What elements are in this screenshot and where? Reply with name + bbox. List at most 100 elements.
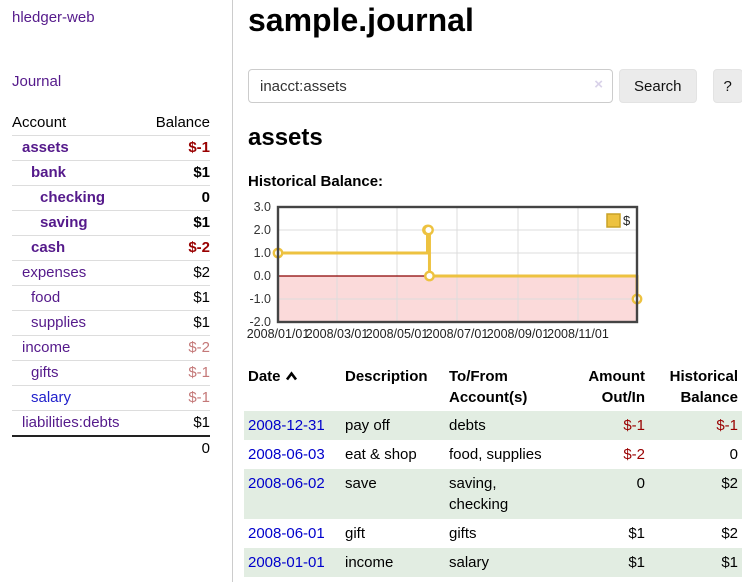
journal-link[interactable]: Journal xyxy=(12,73,62,90)
tofrom-accounts-cell: gifts xyxy=(449,525,477,543)
account-column-header: Account xyxy=(12,114,67,131)
amount-cell: $1 xyxy=(557,547,649,577)
date-cell: 2008-06-01 xyxy=(244,519,341,548)
svg-text:-1.0: -1.0 xyxy=(249,292,271,306)
account-balance: $-2 xyxy=(143,235,210,261)
account-cell: income xyxy=(12,335,144,361)
account-balance: $1 xyxy=(143,410,210,436)
historical-balance-cell: $2 xyxy=(721,525,738,543)
legend-label: $ xyxy=(623,213,631,228)
accounts-total-value: 0 xyxy=(143,435,210,461)
account-balance: $-1 xyxy=(143,360,210,386)
transaction-row: 2008-12-31 pay off debts $-1 $-1 xyxy=(244,411,742,440)
transaction-date-link[interactable]: 2008-12-31 xyxy=(248,417,325,435)
account-balance: $1 xyxy=(143,310,210,336)
account-balance: $1 xyxy=(143,210,210,236)
historical-balance-cell: $-1 xyxy=(649,411,742,440)
account-link[interactable]: saving xyxy=(40,214,88,231)
account-row: assets $-1 xyxy=(12,135,210,161)
account-link[interactable]: cash xyxy=(31,239,66,256)
svg-text:2008/03/01: 2008/03/01 xyxy=(306,327,369,341)
transaction-date-link[interactable]: 2008-06-01 xyxy=(248,525,325,543)
account-link[interactable]: liabilities:debts xyxy=(22,414,120,431)
account-cell: food xyxy=(12,285,144,311)
clear-search-icon[interactable]: × xyxy=(594,76,603,94)
account-link[interactable]: income xyxy=(22,339,71,356)
historical-balance-cell: 0 xyxy=(729,445,738,463)
account-cell: liabilities:debts xyxy=(12,410,144,436)
account-cell: salary xyxy=(12,385,144,411)
account-link[interactable]: salary xyxy=(31,389,72,406)
description-cell: save xyxy=(341,468,445,520)
tofrom-accounts-cell: food, supplies xyxy=(449,445,542,463)
amount-cell: $1 xyxy=(628,525,645,543)
account-link[interactable]: gifts xyxy=(31,364,59,381)
search-button[interactable]: Search xyxy=(619,69,697,104)
date-cell: 2008-01-01 xyxy=(244,547,341,577)
tofrom-accounts-cell: saving, checking xyxy=(445,468,557,520)
account-cell: supplies xyxy=(12,310,144,336)
accounts-total-spacer xyxy=(12,435,144,461)
account-link[interactable]: supplies xyxy=(31,314,87,331)
account-link[interactable]: checking xyxy=(40,189,106,206)
accounts-total-row: 0 xyxy=(12,435,210,461)
svg-text:2008/09/01: 2008/09/01 xyxy=(487,327,550,341)
account-cell: checking xyxy=(12,185,144,211)
account-cell: bank xyxy=(12,160,144,186)
chart-svg: $3.0 2.0 1.0 0.0 -1.0 -2.02008/01/012008/03/0… xyxy=(247,200,643,341)
account-row: checking 0 xyxy=(12,185,210,211)
account-balance: $1 xyxy=(143,160,210,186)
svg-text:3.0: 3.0 xyxy=(254,200,271,214)
page-title: sample.journal xyxy=(248,2,474,38)
svg-text:1.0: 1.0 xyxy=(254,246,271,260)
main-content: sample.journal × Search ? assets Histori… xyxy=(244,0,742,582)
account-link[interactable]: bank xyxy=(31,164,67,181)
register-column-header: To/From Account(s) xyxy=(445,364,557,412)
account-row: liabilities:debts $1 xyxy=(12,410,210,436)
account-balance: $-1 xyxy=(143,385,210,411)
register-column-label: To/From Account(s) xyxy=(449,367,528,407)
historical-balance-cell: $1 xyxy=(649,547,742,577)
svg-text:2008/01/01: 2008/01/01 xyxy=(247,327,310,341)
account-cell: cash xyxy=(12,235,144,261)
svg-text:0.0: 0.0 xyxy=(254,269,271,283)
transaction-date-link[interactable]: 2008-06-02 xyxy=(248,474,325,492)
search-input[interactable] xyxy=(248,69,613,104)
account-row: supplies $1 xyxy=(12,310,210,336)
register-column-header: Historical Balance xyxy=(649,364,742,412)
account-row: salary $-1 xyxy=(12,385,210,411)
transaction-row: 2008-06-01 gift gifts $1 $2 xyxy=(244,519,742,548)
svg-text:2008/11/01: 2008/11/01 xyxy=(547,327,609,341)
account-link[interactable]: food xyxy=(31,289,61,306)
date-cell: 2008-12-31 xyxy=(244,411,341,440)
help-button[interactable]: ? xyxy=(712,69,742,104)
account-balance: $1 xyxy=(143,285,210,311)
sidebar: hledger-web Journal Account Balance asse… xyxy=(0,0,233,582)
account-cell: expenses xyxy=(12,260,144,286)
account-row: saving $1 xyxy=(12,210,210,236)
register-column-header[interactable]: Date xyxy=(244,364,341,412)
accounts-table: Account Balance assets $-1 bank $1 checking 0… xyxy=(12,111,210,461)
app-title: hledger-web xyxy=(12,9,224,26)
transaction-date-link[interactable]: 2008-06-03 xyxy=(248,445,325,463)
account-link[interactable]: expenses xyxy=(22,264,87,281)
accounts-table-body: assets $-1 bank $1 checking 0 saving $1 cash $-2 e… xyxy=(12,135,210,436)
account-balance: $2 xyxy=(143,260,210,286)
description-cell: eat & shop xyxy=(345,445,417,463)
transaction-row: 2008-01-01 income salary $1 $1 xyxy=(244,547,742,577)
register-column-label: Amount Out/In xyxy=(588,367,645,407)
amount-cell: $-1 xyxy=(557,411,649,440)
account-link[interactable]: assets xyxy=(22,139,69,156)
balance-column-header: Balance xyxy=(155,114,210,131)
app-title-link[interactable]: hledger-web xyxy=(12,9,95,26)
account-balance: $-1 xyxy=(143,135,210,161)
register-column-header: Description xyxy=(341,364,445,412)
historical-balance-cell: $2 xyxy=(649,468,742,520)
chart-title: Historical Balance: xyxy=(248,172,384,190)
transaction-date-link[interactable]: 2008-01-01 xyxy=(248,553,325,571)
sort-ascending-icon xyxy=(285,366,298,388)
svg-text:2008/07/01: 2008/07/01 xyxy=(426,327,489,341)
register-header-row: Date Description To/From Account(s) Amount … xyxy=(244,364,742,412)
date-cell: 2008-06-03 xyxy=(244,440,341,469)
